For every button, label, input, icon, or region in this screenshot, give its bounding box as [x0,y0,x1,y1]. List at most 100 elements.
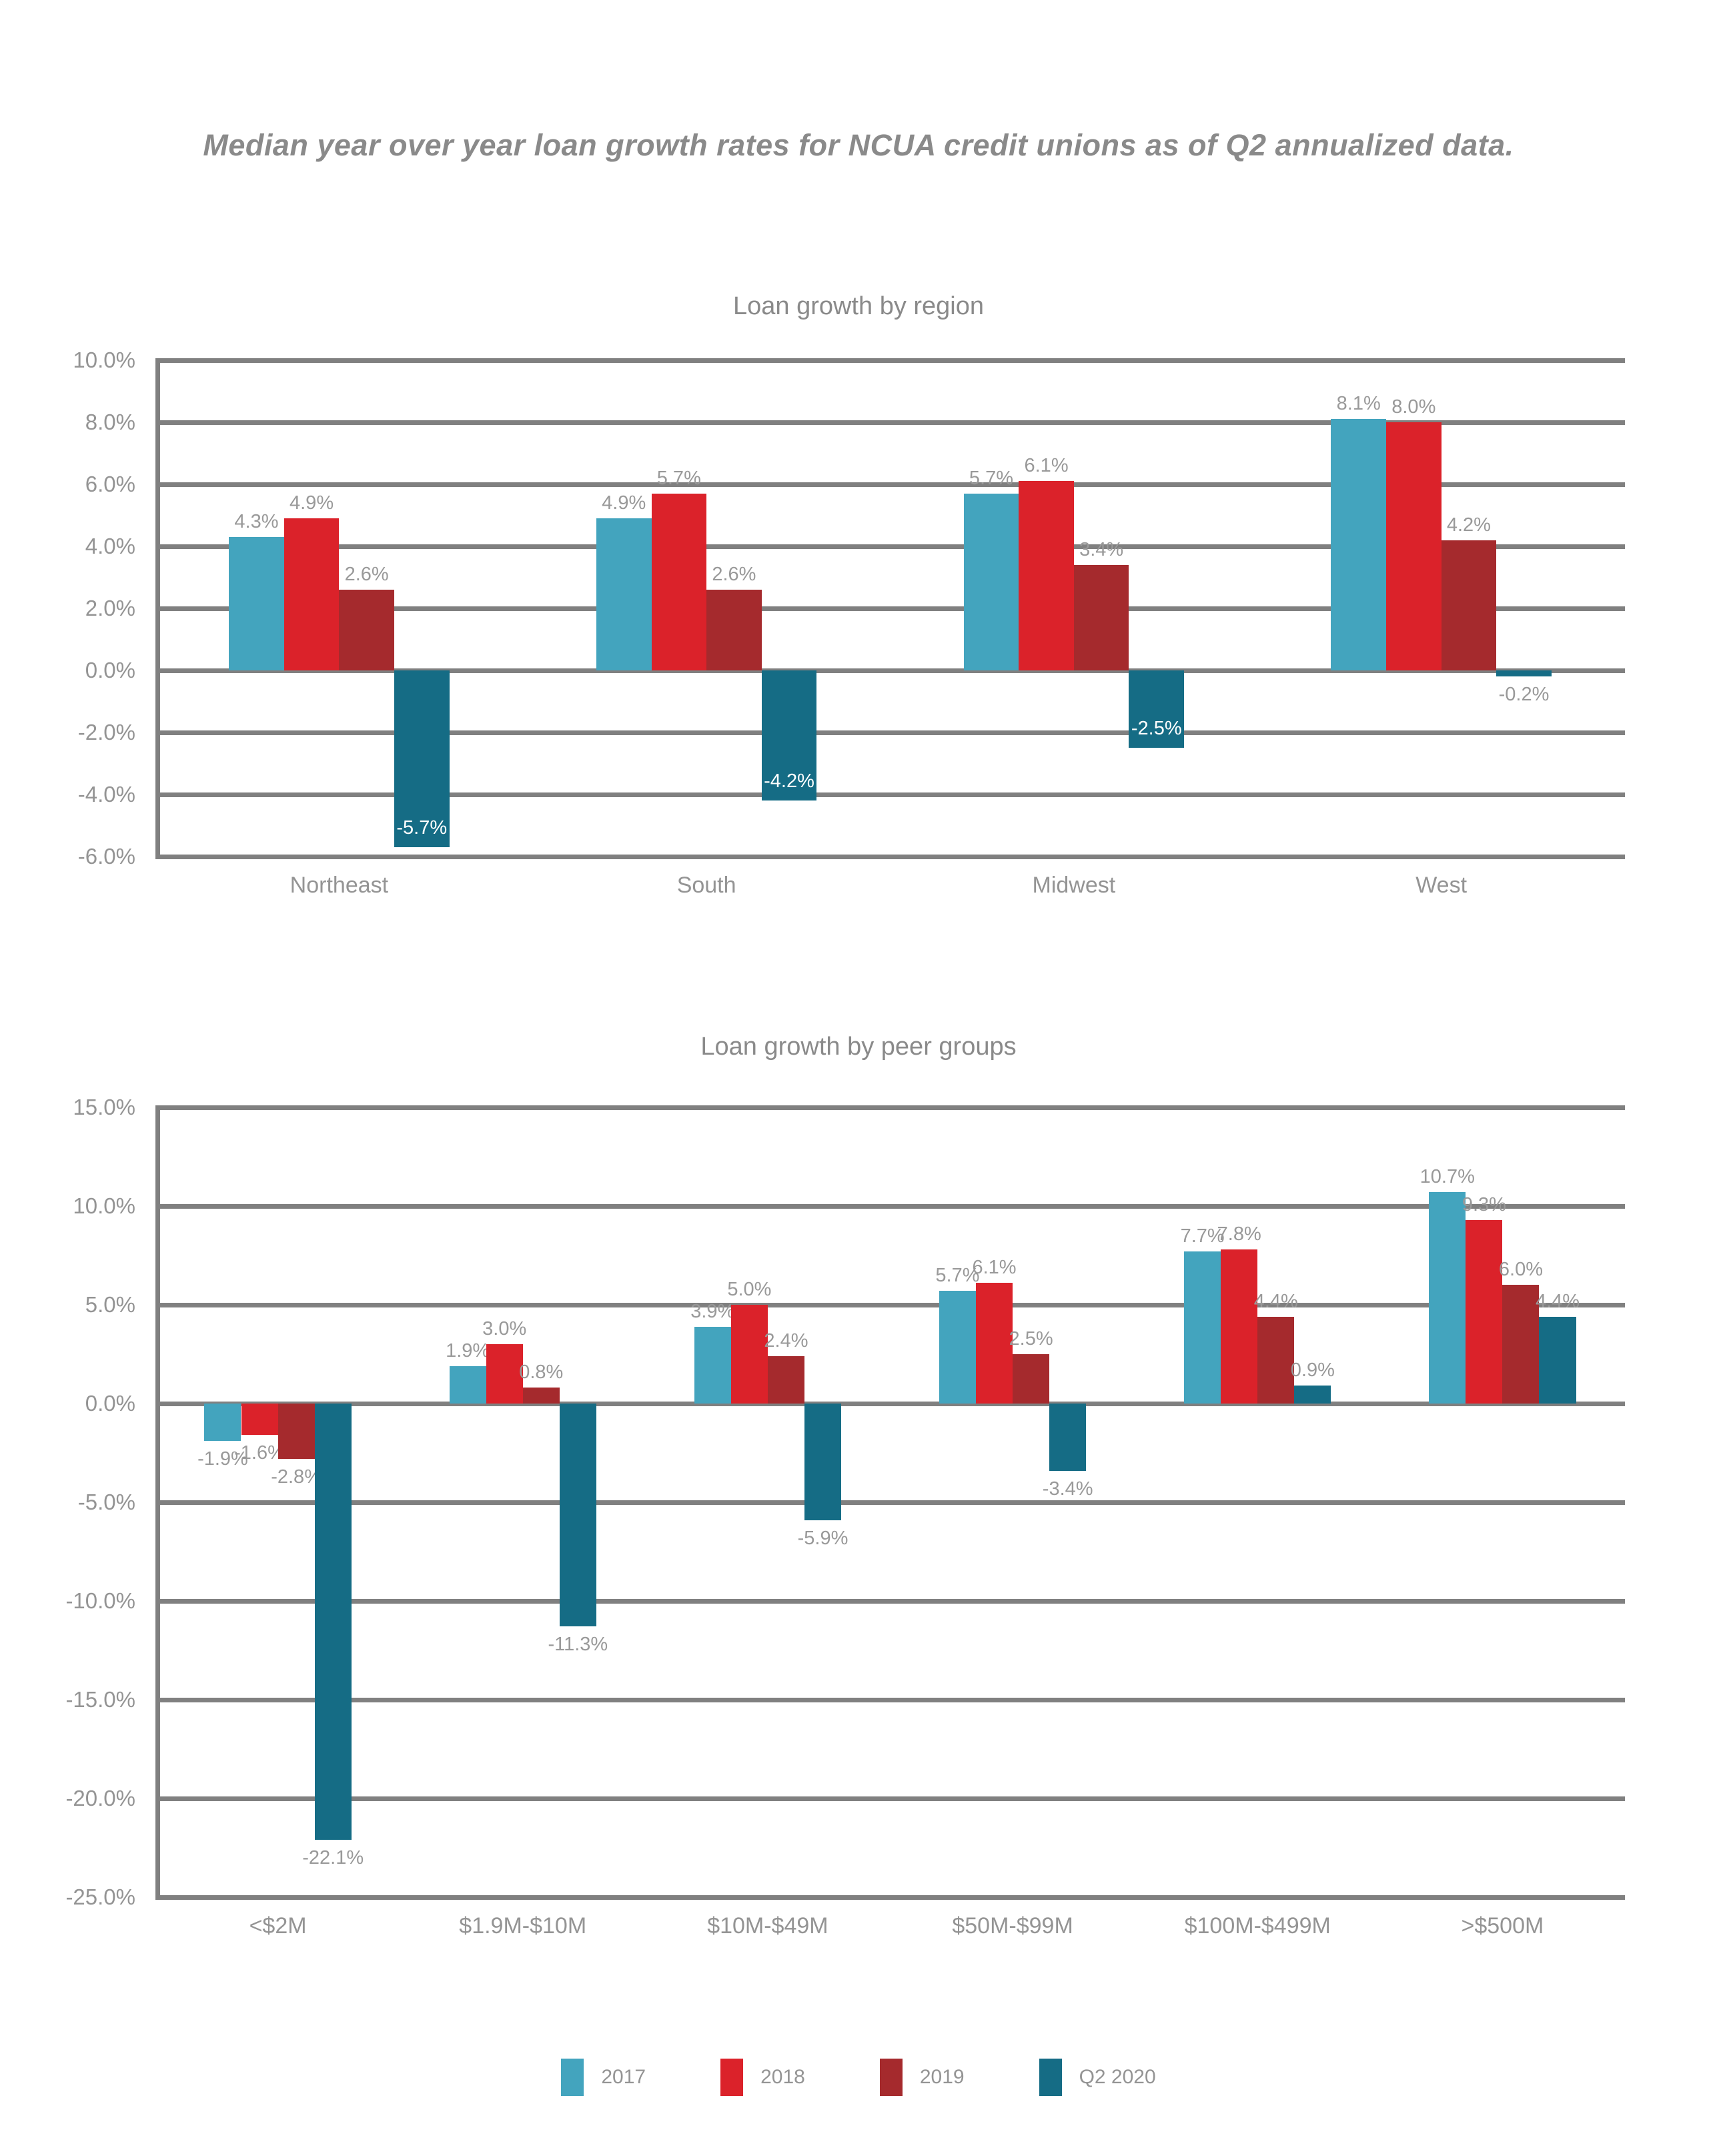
value-label: 3.4% [1079,538,1124,560]
bar-2018-$100m-$499m [1221,1249,1258,1404]
bar-2017-midwest [963,493,1019,670]
value-label: -2.8% [271,1466,322,1488]
y-axis-tick-label: 2.0% [85,596,135,620]
value-label: 0.9% [1290,1360,1335,1382]
value-label: 0.8% [519,1362,564,1384]
legend-swatch [561,2059,584,2096]
bar-q2-2020-$50m-$99m [1049,1404,1087,1471]
y-axis-tick-label: 4.0% [85,534,135,558]
bar-2018-<$2m [241,1404,278,1436]
bar-q2-2020-$1.9m-$10m [559,1404,596,1627]
gridline [155,1401,1625,1406]
bar-2017->$500m [1429,1192,1466,1404]
plot-area-region: 10.0% 8.0% 6.0% 4.0% 2.0% 0.0% -2.0% -4.0% -6.0%… [73,348,1625,898]
value-label: 1.9% [446,1339,490,1362]
bar-2017-northeast [229,537,284,670]
y-axis-tick-label: -25.0% [65,1884,135,1909]
y-axis-line [155,1107,160,1897]
x-axis-label: Northeast [290,873,389,898]
value-label: 4.3% [234,511,279,533]
x-axis-label: $50M-$99M [952,1913,1073,1939]
value-label: 9.3% [1462,1193,1506,1215]
legend: 2017 2018 2019 Q2 2020 [0,2059,1717,2096]
bar-2019-$1.9m-$10m [522,1388,560,1404]
x-axis-label: West [1415,873,1468,898]
legend-item-2019: 2019 [879,2059,965,2096]
legend-item-2018: 2018 [720,2059,805,2096]
gridline [155,854,1625,859]
gridline [155,1598,1625,1604]
y-axis-tick-label: -6.0% [77,844,135,869]
bar-2018-$1.9m-$10m [486,1344,523,1404]
legend-swatch [879,2059,903,2096]
value-label: 4.9% [290,492,334,514]
gridline [155,1203,1625,1209]
y-axis-tick-label: 0.0% [85,1391,135,1416]
legend-label: 2019 [919,2066,965,2088]
value-label: -11.3% [548,1634,608,1656]
value-label: 7.7% [1180,1225,1225,1247]
bar-q2-2020-south [761,670,817,801]
bar-2019-midwest [1073,564,1129,670]
bar-q2-2020-<$2m [314,1404,352,1840]
x-axis-label: <$2M [249,1913,307,1939]
y-axis-tick-label: 0.0% [85,658,135,682]
y-axis-tick-label: 5.0% [85,1292,135,1317]
value-label: -1.6% [234,1442,285,1464]
plot-area-peer-groups: 15.0% 10.0% 5.0% 0.0% -5.0% -10.0% -15.0% -20.0… [65,1095,1625,1939]
gridline [155,544,1625,549]
value-label: -5.9% [797,1527,848,1549]
bar-2019-$10m-$49m [767,1356,804,1404]
legend-swatch [720,2059,744,2096]
gridline [155,482,1625,487]
value-label: -0.2% [1498,684,1550,706]
gridline [155,792,1625,797]
gridline [155,1697,1625,1702]
legend-item-q2-2020: Q2 2020 [1039,2059,1156,2096]
value-label: -5.7% [396,817,448,839]
y-axis-tick-label: 8.0% [85,410,135,434]
gridline [155,420,1625,425]
y-axis-tick-label: -4.0% [77,782,135,806]
value-label: 2.4% [764,1329,808,1352]
value-label: 2.6% [712,564,756,586]
bar-2017-$1.9m-$10m [449,1366,486,1404]
legend-label: 2017 [601,2066,646,2088]
gridline [155,668,1625,673]
y-axis-tick-label: 15.0% [73,1095,135,1119]
bar-q2-2020-midwest [1129,670,1185,748]
bar-2017-west [1331,419,1386,670]
bar-2018-northeast [283,518,340,670]
bar-2019->$500m [1502,1285,1540,1404]
gridline [155,1895,1625,1900]
value-label: -4.2% [764,770,814,792]
bar-2019-west [1441,540,1497,670]
legend-label: Q2 2020 [1079,2066,1156,2088]
bar-2019-$50m-$99m [1013,1354,1050,1404]
value-label: 5.7% [935,1265,980,1287]
gridline [155,358,1625,363]
y-axis-tick-label: -2.0% [77,720,135,744]
value-label: -3.4% [1042,1478,1093,1500]
x-axis-label: South [676,873,736,898]
page-title: Median year over year loan growth rates … [203,128,1514,162]
value-label: 4.9% [602,492,646,514]
value-label: 3.0% [482,1318,527,1340]
bar-2017-south [596,518,652,670]
chart-title-peer-groups: Loan growth by peer groups [700,1033,1017,1061]
bar-2018-$10m-$49m [730,1305,768,1404]
value-label: -1.9% [197,1448,248,1470]
bar-q2-2020-$100m-$499m [1294,1386,1331,1404]
bar-2019-south [706,590,762,670]
gridline [155,606,1625,611]
value-label: -2.5% [1131,718,1182,740]
y-axis-line [155,360,160,857]
value-label: 6.1% [1024,455,1069,477]
legend-swatch [1039,2059,1062,2096]
value-label: 4.4% [1253,1290,1298,1312]
value-label: 10.7% [1419,1166,1475,1188]
bar-q2-2020-$10m-$49m [804,1404,842,1520]
bar-2018-midwest [1019,481,1074,670]
x-axis-label: $100M-$499M [1184,1913,1331,1939]
y-axis-tick-label: 6.0% [85,472,135,496]
